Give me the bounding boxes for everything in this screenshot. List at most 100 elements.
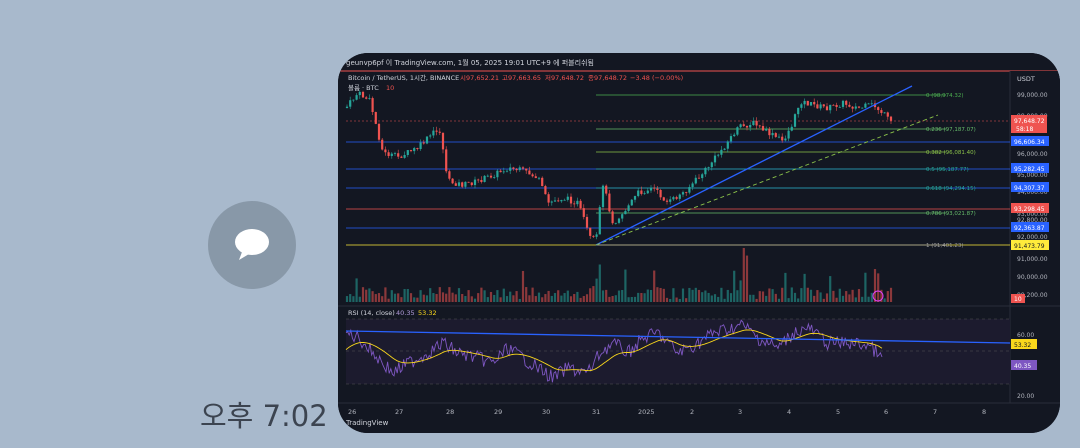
candle [605, 185, 608, 194]
ohlc-change: −3.48 (−0.00%) [630, 74, 683, 82]
volume-bar [787, 298, 790, 302]
fib-level-label: 0.382 (96,081.40) [926, 150, 976, 156]
volume-bar [675, 297, 678, 302]
volume-bar [441, 292, 445, 302]
price-tick: 92,800.00 [1017, 217, 1048, 224]
candle [646, 190, 649, 194]
candle [403, 154, 406, 158]
volume-bar [416, 297, 419, 302]
volume-bar [544, 294, 547, 302]
volume-bar [857, 289, 861, 302]
candle [557, 200, 560, 202]
candle [374, 112, 377, 124]
candle [505, 170, 509, 172]
volume-bar [781, 287, 784, 302]
candle [681, 192, 685, 195]
candle [701, 174, 704, 179]
volume-bar [608, 296, 611, 302]
candle [633, 196, 637, 200]
rsi-line [345, 319, 883, 383]
volume-bar [518, 298, 521, 302]
time-tick: 26 [348, 408, 356, 416]
rsi-ma-tag: 53.32 [1014, 342, 1031, 349]
volume-bar [749, 294, 752, 302]
candle [441, 132, 445, 150]
volume-bar [880, 289, 883, 302]
ohlc-open: 시97,652.21 [460, 74, 499, 82]
ohlc-low: 저97,648.72 [545, 73, 584, 82]
time-tick: 4 [787, 408, 791, 416]
candle [352, 99, 355, 101]
fib-level-label: 0.786 (93,021.87) [926, 211, 976, 217]
volume-bar [489, 291, 493, 302]
volume-bar [877, 273, 880, 302]
candle [621, 214, 624, 219]
volume-bar [704, 290, 707, 302]
volume-bar [499, 297, 502, 302]
volume-bar [854, 297, 857, 302]
candle [598, 207, 601, 235]
price-tag: 91,473.79 [1014, 243, 1045, 250]
candle [659, 189, 662, 198]
volume-bar [809, 289, 813, 302]
candle [835, 104, 838, 107]
volume-bar [640, 292, 643, 302]
replay-icon[interactable] [872, 290, 884, 302]
candle [867, 103, 870, 105]
volume-bar [649, 289, 653, 302]
candle [512, 167, 515, 169]
volume-bar [582, 296, 585, 302]
candle [345, 106, 349, 108]
volume-bar [605, 289, 608, 302]
candle [886, 112, 889, 117]
volume-bar [451, 292, 454, 302]
volume-bar [713, 294, 717, 302]
candle [771, 133, 774, 136]
chart-image-message[interactable]: geunvp6pf 이 TradingView.com, 1월 05, 2025… [338, 53, 1060, 433]
candle [781, 136, 784, 141]
rsi-value: 40.35 [396, 309, 415, 317]
volume-bar [681, 288, 685, 302]
candle [585, 216, 589, 228]
volume-bar [742, 247, 745, 302]
volume-bar [627, 297, 630, 302]
volume-bars [345, 247, 893, 302]
candle [377, 123, 381, 140]
candle [486, 175, 489, 177]
volume-bar [816, 290, 819, 302]
rsi-tick: 20.00 [1017, 393, 1034, 400]
volume-bar [691, 289, 694, 302]
volume-bar [694, 287, 697, 302]
candle [384, 149, 387, 153]
volume-bar [723, 298, 726, 302]
price-tag: 92,363.87 [1014, 225, 1045, 232]
time-tick: 30 [542, 408, 550, 416]
candle [541, 177, 544, 187]
volume-bar [384, 287, 387, 302]
volume-bar [595, 278, 598, 302]
volume-bar [381, 296, 384, 302]
candle [381, 139, 384, 150]
candle [493, 177, 496, 179]
chat-avatar[interactable] [208, 201, 296, 289]
candle [669, 199, 672, 202]
candle [768, 128, 771, 136]
candle [883, 112, 886, 114]
candle [851, 106, 854, 109]
candle [566, 196, 569, 200]
volume-bar [662, 288, 665, 302]
volume-bar [352, 296, 355, 302]
candle [739, 124, 742, 128]
candle [672, 197, 675, 200]
candle [637, 190, 640, 197]
candle [678, 194, 681, 199]
volume-bar [365, 289, 368, 302]
volume-bar [438, 287, 441, 302]
volume-bar [483, 290, 486, 302]
candle [729, 136, 733, 142]
volume-bar [477, 293, 480, 302]
volume-bar [672, 288, 675, 302]
fibonacci-retracement[interactable]: 0 (98,974.32) 0.236 (97,187.07) 0.382 (96,… [596, 93, 976, 249]
time-tick: 29 [494, 408, 502, 416]
candle [496, 170, 499, 178]
